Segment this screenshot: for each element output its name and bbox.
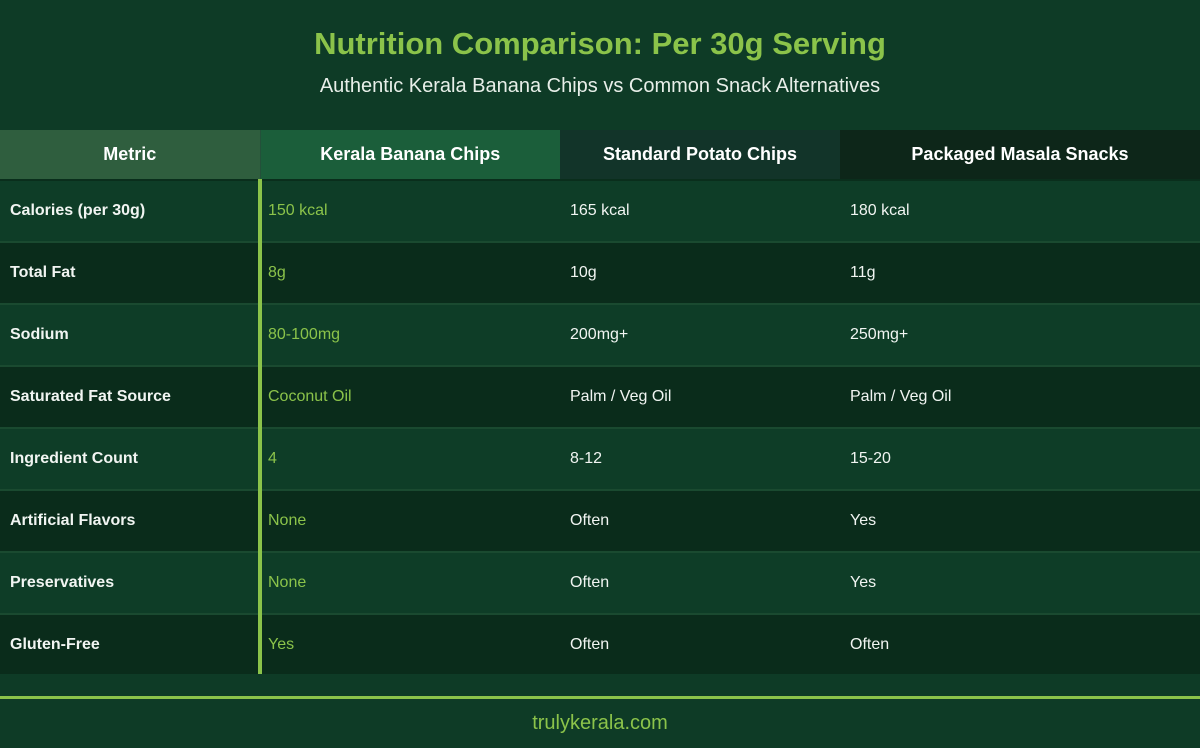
row-metric-label: Total Fat (0, 242, 260, 305)
potato-value: 200mg+ (560, 304, 840, 367)
column-header-standard-potato-chips: Standard Potato Chips (560, 130, 840, 181)
masala-value: Often (840, 614, 1200, 674)
table-row: Preservatives None Often Yes (0, 552, 1200, 615)
column-header-kerala-banana-chips: Kerala Banana Chips (260, 130, 560, 181)
potato-value: Often (560, 490, 840, 553)
table-row: Artificial Flavors None Often Yes (0, 490, 1200, 553)
kerala-value: 150 kcal (258, 180, 560, 243)
kerala-value: Coconut Oil (258, 366, 560, 429)
table-row: Sodium 80-100mg 200mg+ 250mg+ (0, 304, 1200, 367)
row-metric-label: Calories (per 30g) (0, 180, 260, 243)
potato-value: Often (560, 552, 840, 615)
row-metric-label: Sodium (0, 304, 260, 367)
potato-value: 10g (560, 242, 840, 305)
row-metric-label: Ingredient Count (0, 428, 260, 491)
footer-site-link[interactable]: trulykerala.com (532, 712, 668, 734)
masala-value: 180 kcal (840, 180, 1200, 243)
row-metric-label: Artificial Flavors (0, 490, 260, 553)
potato-value: Palm / Veg Oil (560, 366, 840, 429)
table-row: Ingredient Count 4 8-12 15-20 (0, 428, 1200, 491)
kerala-value: 8g (258, 242, 560, 305)
table-row: Gluten-Free Yes Often Often (0, 614, 1200, 674)
masala-value: Yes (840, 490, 1200, 553)
page-subtitle: Authentic Kerala Banana Chips vs Common … (319, 75, 881, 97)
column-header-metric: Metric (0, 130, 261, 181)
column-header-packaged-masala-snacks: Packaged Masala Snacks (840, 130, 1200, 181)
kerala-value: None (258, 490, 560, 553)
potato-value: 8-12 (560, 428, 840, 491)
kerala-value: None (258, 552, 560, 615)
kerala-value: Yes (258, 614, 560, 674)
table-row: Total Fat 8g 10g 11g (0, 242, 1200, 305)
row-metric-label: Gluten-Free (0, 614, 260, 674)
masala-value: Palm / Veg Oil (840, 366, 1200, 429)
potato-value: Often (560, 614, 840, 674)
masala-value: 250mg+ (840, 304, 1200, 367)
page-title: Nutrition Comparison: Per 30g Serving (314, 26, 886, 61)
page-footer: trulykerala.com (0, 699, 1200, 748)
masala-value: Yes (840, 552, 1200, 615)
table-row: Saturated Fat Source Coconut Oil Palm / … (0, 366, 1200, 429)
table-row: Calories (per 30g) 150 kcal 165 kcal 180… (0, 180, 1200, 243)
row-metric-label: Saturated Fat Source (0, 366, 260, 429)
masala-value: 11g (840, 242, 1200, 305)
footer-divider (0, 696, 1200, 699)
kerala-value: 4 (258, 428, 560, 491)
potato-value: 165 kcal (560, 180, 840, 243)
comparison-table: Metric Kerala Banana Chips Standard Pota… (0, 130, 1200, 674)
masala-value: 15-20 (840, 428, 1200, 491)
page-header: Nutrition Comparison: Per 30g Serving Au… (0, 0, 1200, 130)
kerala-value: 80-100mg (258, 304, 560, 367)
row-metric-label: Preservatives (0, 552, 260, 615)
table-header-row: Metric Kerala Banana Chips Standard Pota… (0, 130, 1200, 181)
